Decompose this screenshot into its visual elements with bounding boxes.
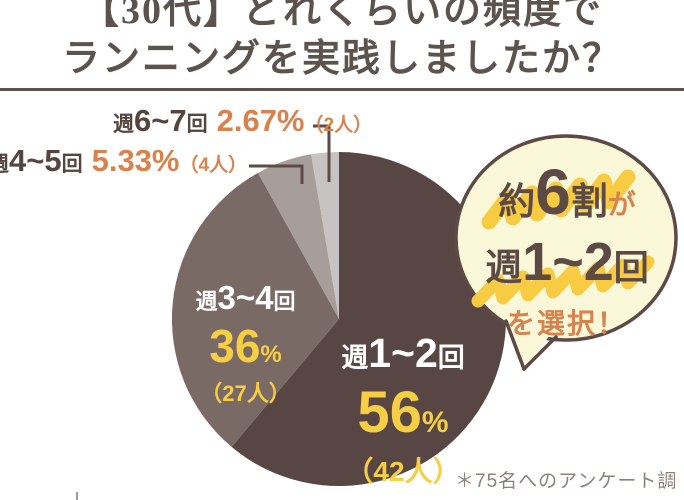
- slice-count: （42人）: [345, 456, 461, 487]
- pie-segment-week4-5: [258, 154, 339, 319]
- highlight-scribble-line2: [471, 255, 655, 308]
- slice-name: 週3~4回: [168, 280, 323, 323]
- slice-week-suffix: 回: [273, 289, 296, 314]
- connector-line-week6-7: [313, 124, 331, 182]
- survey-footnote: ＊75名へのアンケート調: [455, 471, 678, 492]
- slice-name: 週1~2回: [318, 331, 488, 385]
- pie-segment-week3-4: [171, 172, 339, 447]
- legend-percent: 2.67%: [216, 103, 305, 138]
- speech-bubble-tail-left-edge: [504, 319, 526, 371]
- legend-percent: 5.33%: [91, 143, 180, 178]
- legend-week-range: 6~7: [134, 103, 187, 138]
- legend-week-range: 4~5: [9, 143, 62, 178]
- slice-percent-unit: %: [260, 341, 282, 368]
- slice-week-range: 1~2: [368, 330, 438, 376]
- bottom-edge-tick: [76, 492, 78, 500]
- legend-week-prefix: 週: [0, 153, 9, 176]
- slice-week-prefix: 週: [195, 289, 218, 314]
- bubble-line1-prefix: 約: [498, 181, 536, 222]
- legend-week-suffix: 回: [61, 153, 83, 176]
- speech-bubble-tail: [504, 310, 560, 369]
- legend-week-prefix: 週: [113, 113, 134, 136]
- slice-label-week1-2: 週1~2回 56% （42人）: [318, 331, 488, 488]
- bubble-line2-prefix: 週: [485, 247, 523, 288]
- speech-bubble-tail-right-edge: [522, 335, 558, 371]
- legend-count: （4人）: [179, 155, 248, 176]
- bubble-line2-range: 1~2: [522, 232, 614, 292]
- bubble-text-line1: 約6割が: [452, 156, 682, 228]
- bubble-text-line2: 週1~2回: [452, 230, 682, 294]
- legend-item-week4-5: 週4~5回 5.33%（4人）: [0, 143, 247, 179]
- slice-percent-value: 36: [209, 320, 261, 372]
- legend-item-week6-7: 週6~7回 2.67%（2人）: [113, 103, 372, 139]
- page-title-line1: 【30代】どれくらいの頻度で: [80, 0, 603, 32]
- pie-segment-week1-2: [231, 152, 506, 486]
- slice-week-suffix: 回: [437, 343, 465, 373]
- slice-percent-unit: %: [421, 406, 449, 439]
- bubble-line1-unit: 割: [570, 181, 608, 222]
- highlight-scribble-line1: [481, 169, 636, 230]
- bubble-line2-suffix: 回: [613, 249, 649, 288]
- bubble-line1-particle: が: [607, 189, 636, 220]
- slice-percent-value: 56: [357, 380, 422, 445]
- slice-label-week3-4: 週3~4回 36% （27人）: [168, 280, 323, 407]
- pie-segment-week6-7: [311, 151, 339, 319]
- slice-week-prefix: 週: [341, 343, 369, 373]
- bubble-text-line3: を選択！: [506, 308, 627, 339]
- page-title-line2: ランニングを実践しましたか？: [61, 38, 622, 80]
- slice-count: （27人）: [200, 381, 291, 406]
- slice-percent: 36%: [168, 323, 323, 381]
- page-title: 【30代】どれくらいの頻度で ランニングを実践しましたか？: [0, 0, 684, 83]
- slice-percent: 56%: [318, 384, 488, 456]
- legend-week-suffix: 回: [186, 113, 208, 136]
- slice-week-range: 3~4: [217, 279, 274, 316]
- bubble-line1-number: 6: [535, 156, 571, 228]
- legend-count: （2人）: [304, 115, 373, 136]
- title-divider: [0, 88, 684, 91]
- connector-line-week4-5: [249, 164, 304, 184]
